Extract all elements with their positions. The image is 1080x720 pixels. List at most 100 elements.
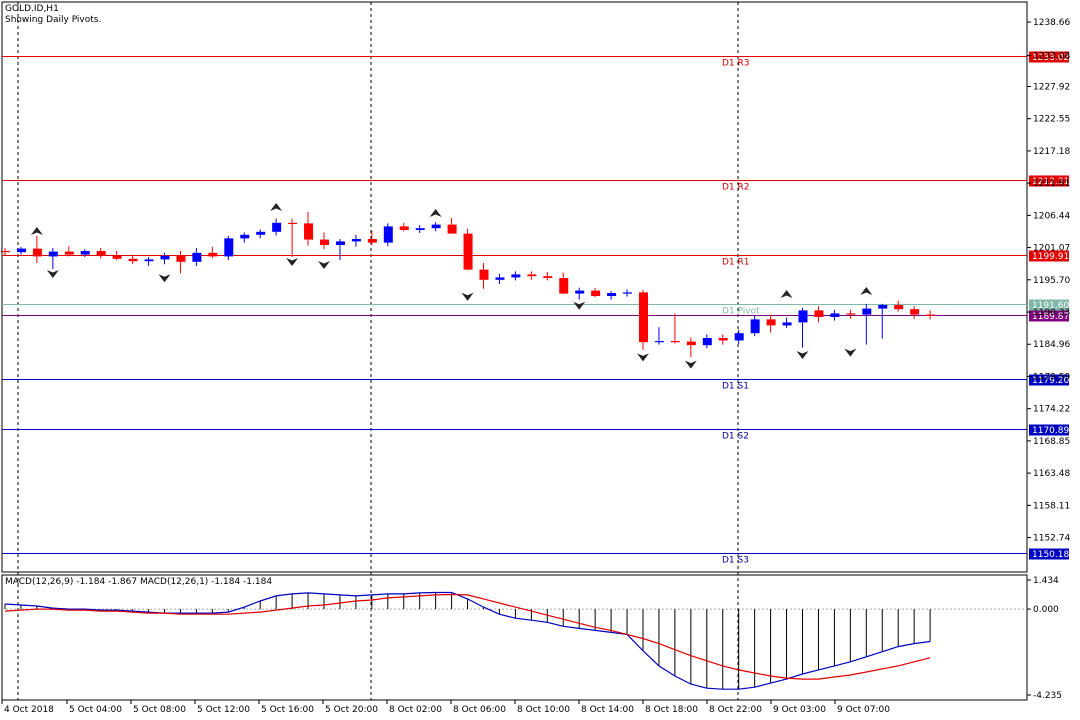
candle	[926, 310, 936, 320]
candle-body	[575, 290, 585, 294]
pivot-level-label: D1 R2	[722, 183, 750, 193]
candle-body	[639, 292, 648, 343]
candle	[415, 225, 425, 233]
price-tick-label: 1168.85	[1033, 437, 1070, 447]
price-tag	[1029, 548, 1069, 560]
candle	[910, 306, 920, 319]
candle-body	[607, 293, 617, 296]
pivot-level-label: D1 S3	[722, 556, 749, 566]
pivot-level-label: D1 Pivot	[722, 307, 760, 317]
candle-body	[16, 248, 26, 253]
time-tick-label: 9 Oct 03:00	[773, 705, 826, 715]
candle	[351, 234, 361, 247]
time-tick-label: 8 Oct 02:00	[389, 705, 442, 715]
fractal-down-icon	[461, 292, 474, 301]
time-tick-label: 8 Oct 10:00	[517, 705, 570, 715]
candle-body	[782, 322, 792, 326]
pivot-level-label: D1 R3	[722, 59, 750, 69]
candle-body	[559, 278, 569, 294]
price-tick-label: 1201.07	[1033, 244, 1070, 254]
candle	[543, 272, 553, 281]
time-tick-label: 8 Oct 18:00	[645, 705, 698, 715]
fractal-up-icon	[429, 209, 442, 217]
price-tag	[1029, 51, 1069, 63]
fractal-down-icon	[844, 348, 857, 357]
candle-body	[686, 341, 696, 346]
candle	[16, 246, 26, 255]
price-tick-label: 1217.18	[1033, 147, 1070, 157]
candle	[367, 230, 377, 245]
candle	[224, 236, 234, 260]
fractal-down-icon	[684, 360, 697, 369]
price-tag	[1029, 310, 1069, 322]
candle-body	[623, 292, 633, 294]
candle	[798, 308, 808, 348]
price-tick-label: 1238.66	[1033, 18, 1070, 28]
fractal-down-icon	[46, 270, 59, 278]
candle	[527, 271, 537, 280]
candle-body	[463, 233, 473, 270]
candle-body	[320, 239, 329, 245]
price-tick-label: 1174.22	[1033, 405, 1070, 415]
price-tick-label: 1233.08	[1033, 52, 1070, 62]
price-tick-label: 1158.11	[1033, 501, 1070, 511]
candle-body	[479, 269, 489, 280]
price-tick-label: 1222.55	[1033, 115, 1070, 125]
candle	[702, 334, 712, 349]
time-tick-label: 5 Oct 04:00	[69, 705, 122, 715]
candle	[240, 232, 250, 243]
candle-body	[96, 251, 106, 256]
candle	[128, 254, 138, 265]
price-tag	[1029, 374, 1069, 386]
candle-body	[128, 258, 138, 262]
candle-body	[734, 333, 744, 341]
candle	[830, 309, 840, 321]
candle	[304, 212, 314, 246]
candle-body	[192, 252, 202, 262]
candle	[750, 315, 760, 337]
price-tag-label: 1191.60	[1032, 301, 1069, 311]
candle-body	[32, 248, 42, 257]
candle	[431, 222, 441, 232]
price-tick-label: 1211.81	[1033, 179, 1070, 189]
time-tick-label: 5 Oct 20:00	[325, 705, 378, 715]
candle	[64, 246, 74, 257]
candle-body	[383, 226, 393, 243]
candle	[335, 239, 345, 260]
time-tick-label: 9 Oct 07:00	[837, 705, 890, 715]
candle	[160, 252, 170, 265]
candle	[192, 248, 202, 266]
candle-body	[431, 224, 441, 229]
candle	[208, 246, 218, 259]
candle	[686, 337, 696, 358]
candle-body	[64, 251, 74, 255]
candle	[814, 306, 824, 323]
candle-body	[878, 305, 888, 309]
candle	[383, 223, 393, 247]
candle-body	[256, 231, 266, 235]
candle	[463, 228, 473, 271]
candle	[607, 291, 617, 300]
candle-body	[750, 319, 760, 334]
chart-subtitle: Showing Daily Pivots.	[5, 15, 102, 25]
candle-body	[543, 276, 553, 278]
candle	[623, 289, 633, 297]
candle-body	[304, 223, 314, 240]
candle	[878, 303, 888, 339]
price-tick-label: 1227.92	[1033, 82, 1070, 92]
candle-body	[766, 319, 776, 326]
price-tick-label: 1184.96	[1033, 340, 1070, 350]
price-tag	[1029, 250, 1069, 262]
candle	[256, 229, 266, 239]
candle-body	[447, 224, 457, 234]
candle-body	[288, 222, 298, 224]
candle	[112, 251, 122, 260]
candle	[591, 288, 601, 298]
price-tag	[1029, 299, 1069, 311]
price-tick-label: 1152.74	[1033, 534, 1070, 544]
candle-body	[862, 308, 872, 315]
candle	[144, 257, 154, 266]
time-tick-label: 5 Oct 12:00	[197, 705, 250, 715]
candle	[639, 290, 648, 350]
